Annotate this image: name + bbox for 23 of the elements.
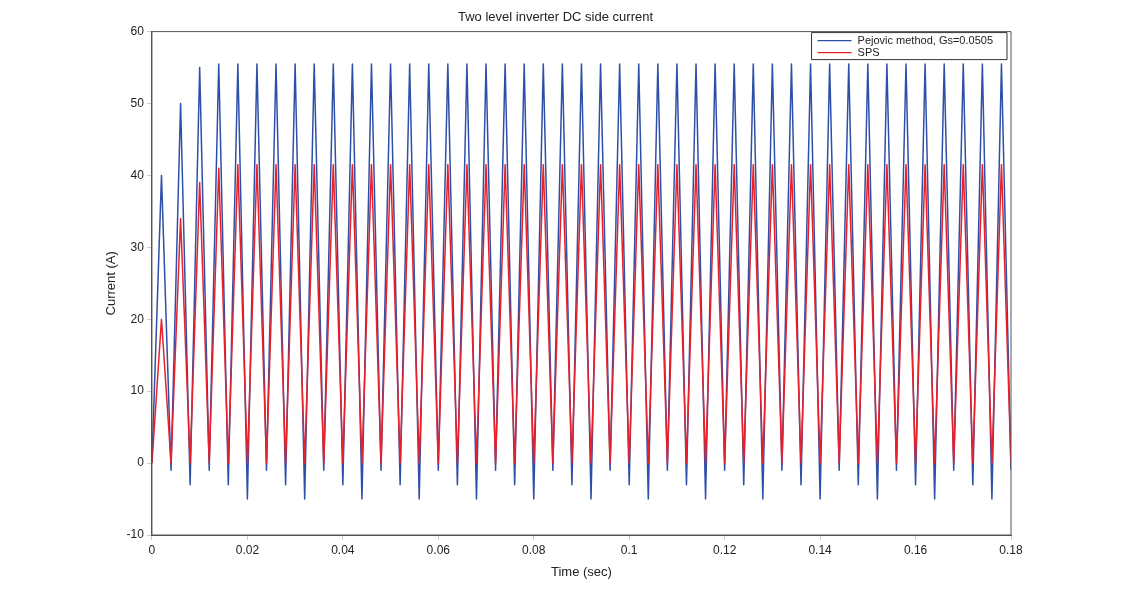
y-tick-label: 40	[130, 167, 145, 182]
y-tick-label: -10	[126, 527, 145, 542]
legend-label: SPS	[857, 45, 880, 58]
x-tick-label: 0.14	[808, 542, 833, 557]
y-tick-label: 10	[130, 383, 145, 398]
y-tick-label: 60	[130, 23, 145, 38]
y-axis-title: Current (A)	[103, 251, 119, 316]
x-tick-label: 0	[148, 542, 156, 557]
y-tick-label: 20	[130, 311, 145, 326]
x-tick-label: 0.08	[522, 542, 546, 557]
y-tick-label: 50	[130, 95, 145, 110]
legend-label: Pejovic method, Gs=0.0505	[857, 33, 994, 46]
x-tick-label: 0.1	[620, 542, 638, 557]
chart-title: Two level inverter DC side current	[457, 9, 654, 25]
y-tick-label: 0	[137, 455, 145, 470]
x-tick-label: 0.16	[903, 542, 928, 557]
y-tick-label: 30	[130, 239, 145, 254]
x-tick-label: 0.02	[235, 542, 260, 557]
x-tick-label: 0.04	[331, 542, 355, 557]
x-tick-label: 0.06	[426, 542, 451, 557]
x-tick-label: 0.12	[712, 542, 737, 557]
x-axis-title: Time (sec)	[551, 563, 612, 579]
x-tick-label: 0.18	[999, 542, 1023, 557]
